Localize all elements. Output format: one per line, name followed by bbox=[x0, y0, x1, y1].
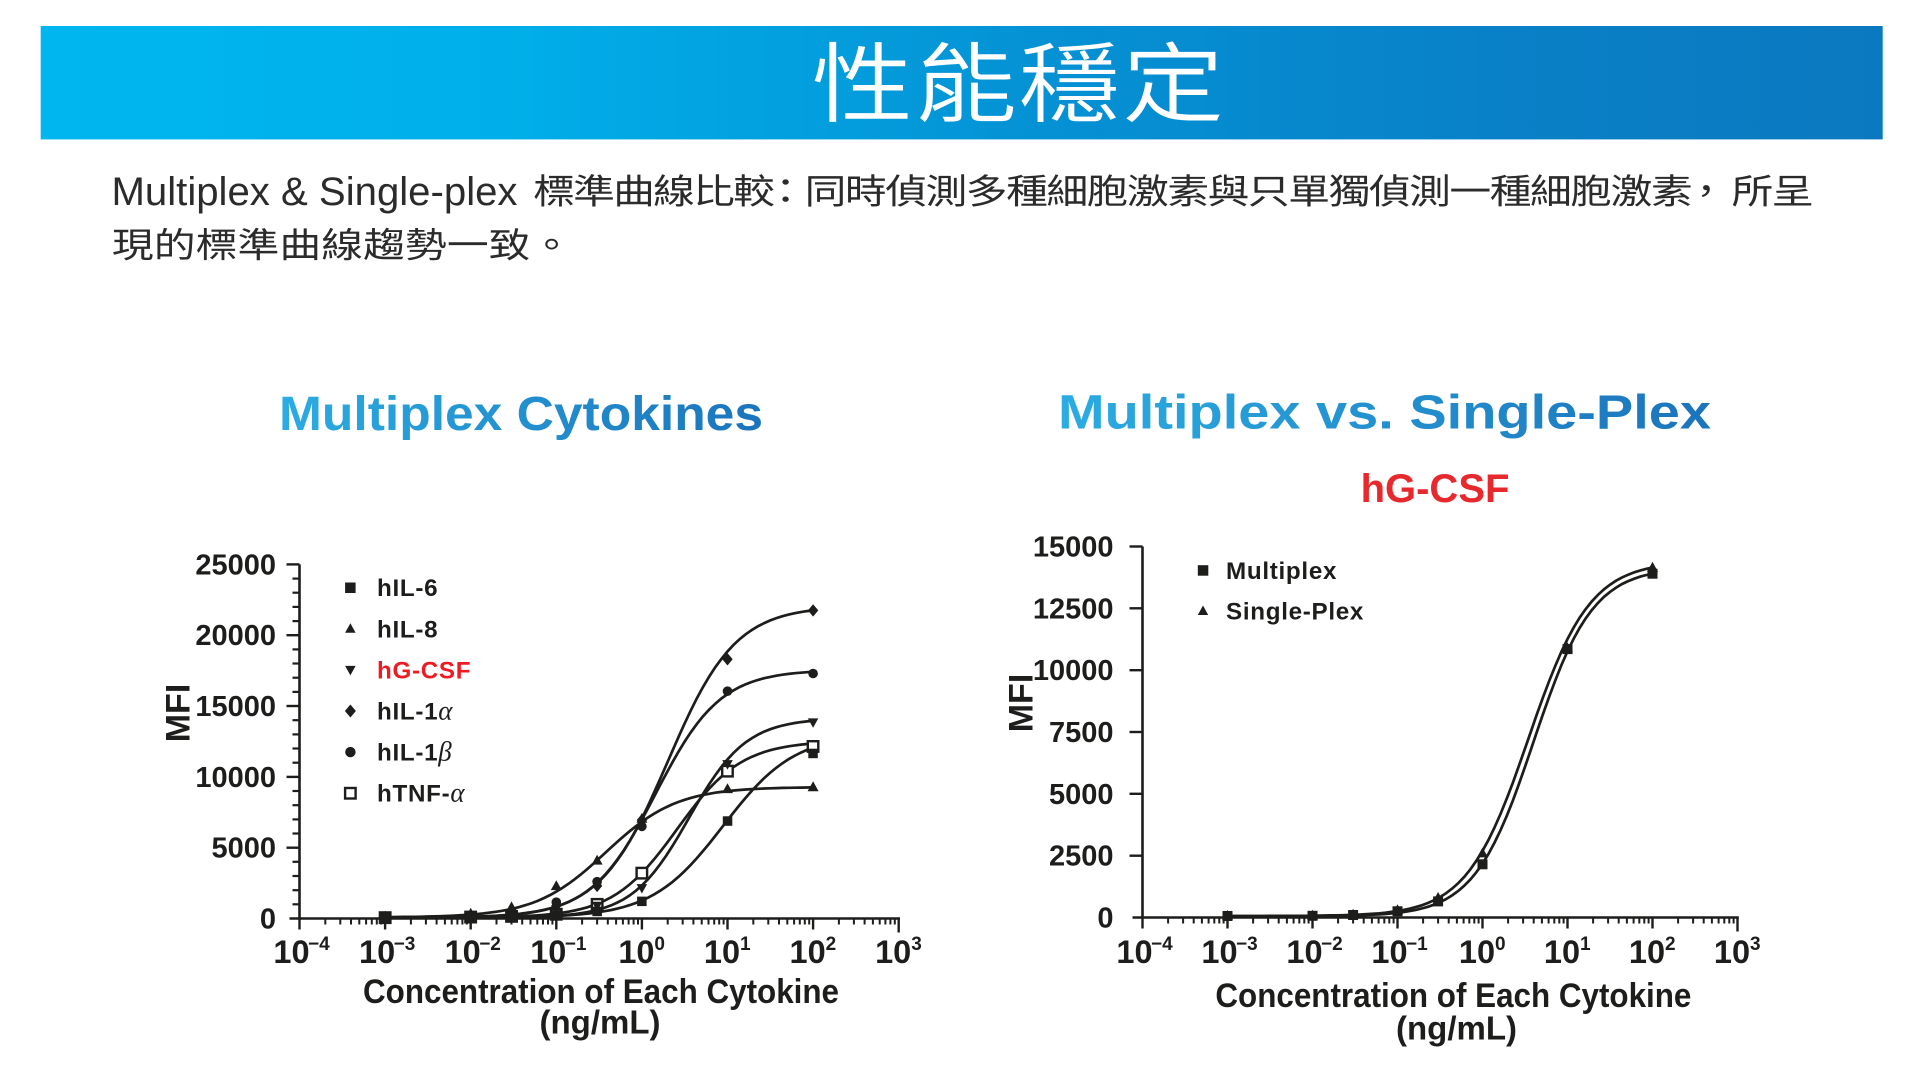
svg-text:−2: −2 bbox=[1321, 934, 1343, 955]
svg-text:10: 10 bbox=[618, 934, 654, 970]
svg-text:10: 10 bbox=[1714, 934, 1750, 970]
svg-text:−3: −3 bbox=[394, 934, 416, 955]
svg-text:3: 3 bbox=[1750, 934, 1761, 955]
svg-text:hG-CSF: hG-CSF bbox=[1361, 467, 1510, 511]
svg-text:1: 1 bbox=[1580, 934, 1591, 955]
svg-text:10: 10 bbox=[875, 934, 911, 970]
svg-text:3: 3 bbox=[911, 934, 922, 955]
svg-text:2500: 2500 bbox=[1049, 841, 1114, 873]
svg-text:10: 10 bbox=[1116, 934, 1152, 970]
svg-text:Concentration of Each Cytokine: Concentration of Each Cytokine bbox=[1215, 977, 1691, 1015]
svg-text:hIL-1α: hIL-1α bbox=[377, 696, 453, 726]
svg-text:10: 10 bbox=[530, 934, 566, 970]
svg-text:10: 10 bbox=[790, 934, 826, 970]
svg-text:0: 0 bbox=[654, 934, 665, 955]
svg-text:10: 10 bbox=[1629, 934, 1665, 970]
svg-text:−3: −3 bbox=[1236, 934, 1258, 955]
svg-text:−1: −1 bbox=[565, 934, 587, 955]
svg-text:(ng/mL): (ng/mL) bbox=[1396, 1010, 1517, 1047]
svg-text:1: 1 bbox=[740, 934, 751, 955]
svg-text:15000: 15000 bbox=[1033, 532, 1114, 564]
svg-text:12500: 12500 bbox=[1033, 593, 1114, 625]
svg-text:Single-Plex: Single-Plex bbox=[1226, 599, 1364, 626]
svg-text:2: 2 bbox=[1665, 934, 1676, 955]
svg-text:20000: 20000 bbox=[195, 620, 276, 652]
svg-text:10: 10 bbox=[359, 934, 395, 970]
svg-text:Multiplex: Multiplex bbox=[1226, 558, 1337, 585]
svg-text:10: 10 bbox=[704, 934, 740, 970]
svg-text:10: 10 bbox=[1201, 934, 1237, 970]
svg-text:Multiplex Cytokines: Multiplex Cytokines bbox=[279, 388, 763, 441]
svg-text:2: 2 bbox=[826, 934, 837, 955]
svg-text:10: 10 bbox=[1286, 934, 1322, 970]
svg-text:0: 0 bbox=[1495, 934, 1506, 955]
svg-text:−1: −1 bbox=[1406, 934, 1428, 955]
svg-text:10: 10 bbox=[1544, 934, 1580, 970]
svg-text:Concentration of Each Cytokine: Concentration of Each Cytokine bbox=[363, 973, 839, 1011]
svg-text:hIL-8: hIL-8 bbox=[377, 616, 438, 643]
svg-text:Multiplex & Single-plex: Multiplex & Single-plex bbox=[112, 170, 518, 214]
svg-text:−4: −4 bbox=[308, 934, 330, 955]
svg-text:0: 0 bbox=[260, 904, 276, 936]
svg-text:hIL-1β: hIL-1β bbox=[377, 737, 452, 767]
svg-text:hTNF-α: hTNF-α bbox=[377, 778, 465, 808]
svg-text:MFI: MFI bbox=[1003, 674, 1041, 733]
svg-text:7500: 7500 bbox=[1049, 717, 1114, 749]
svg-text:10: 10 bbox=[1371, 934, 1407, 970]
svg-text:10000: 10000 bbox=[1033, 655, 1114, 687]
svg-text:−2: −2 bbox=[479, 934, 501, 955]
svg-text:−4: −4 bbox=[1151, 934, 1173, 955]
svg-text:5000: 5000 bbox=[211, 833, 276, 865]
svg-text:MFI: MFI bbox=[160, 684, 198, 743]
svg-text:5000: 5000 bbox=[1049, 779, 1114, 811]
svg-text:hG-CSF: hG-CSF bbox=[377, 657, 471, 684]
svg-text:0: 0 bbox=[1097, 903, 1113, 935]
svg-text:10000: 10000 bbox=[195, 762, 276, 794]
svg-text:10: 10 bbox=[445, 934, 481, 970]
svg-text:10: 10 bbox=[273, 934, 309, 970]
svg-text:25000: 25000 bbox=[195, 549, 276, 581]
svg-text:10: 10 bbox=[1459, 934, 1495, 970]
svg-text:Multiplex vs. Single-Plex: Multiplex vs. Single-Plex bbox=[1058, 387, 1711, 440]
svg-text:15000: 15000 bbox=[195, 691, 276, 723]
svg-text:hIL-6: hIL-6 bbox=[377, 575, 438, 602]
svg-text:(ng/mL): (ng/mL) bbox=[540, 1004, 661, 1041]
